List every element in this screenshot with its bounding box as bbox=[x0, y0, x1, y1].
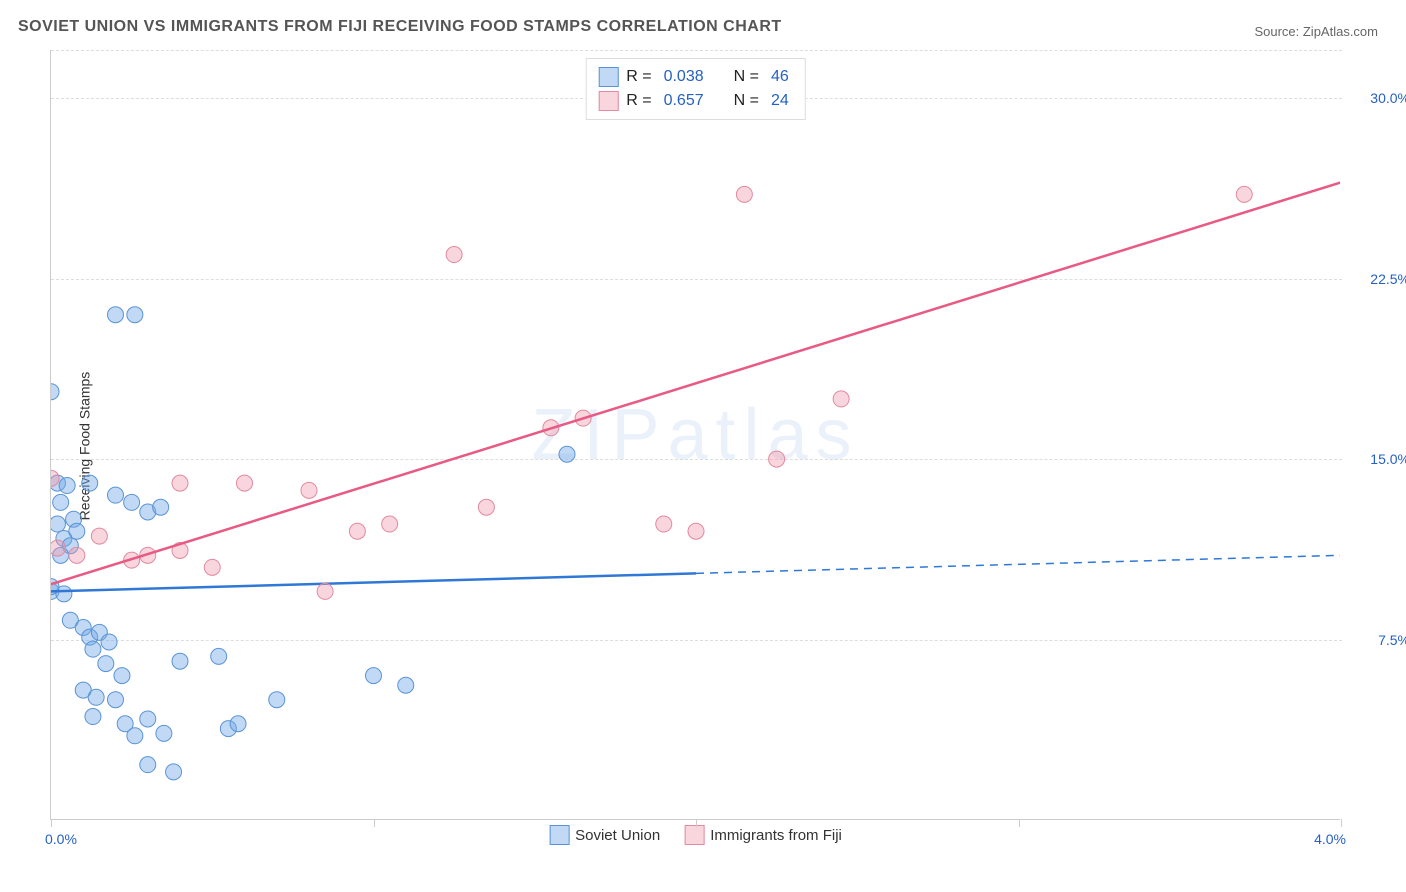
stat-legend-row-1: R = 0.657 N = 24 bbox=[598, 89, 793, 113]
N-value-1: 24 bbox=[771, 89, 789, 113]
y-tick-label: 30.0% bbox=[1350, 90, 1406, 106]
scatter-point bbox=[204, 559, 220, 575]
legend-swatch-1 bbox=[684, 825, 704, 845]
scatter-point bbox=[114, 668, 130, 684]
scatter-point bbox=[108, 692, 124, 708]
scatter-point bbox=[85, 709, 101, 725]
scatter-point bbox=[478, 499, 494, 515]
scatter-point bbox=[211, 648, 227, 664]
scatter-point bbox=[833, 391, 849, 407]
scatter-point bbox=[127, 307, 143, 323]
scatter-point bbox=[51, 384, 59, 400]
N-value-0: 46 bbox=[771, 65, 789, 89]
scatter-point bbox=[124, 494, 140, 510]
scatter-point bbox=[446, 247, 462, 263]
scatter-point bbox=[1236, 186, 1252, 202]
scatter-point bbox=[69, 547, 85, 563]
scatter-point bbox=[656, 516, 672, 532]
y-tick-label: 7.5% bbox=[1350, 632, 1406, 648]
scatter-point bbox=[688, 523, 704, 539]
N-label-1: N = bbox=[734, 89, 759, 113]
source-attribution: Source: ZipAtlas.com bbox=[1254, 24, 1378, 39]
stat-swatch-1 bbox=[598, 91, 618, 111]
scatter-point bbox=[172, 475, 188, 491]
scatter-point bbox=[98, 656, 114, 672]
chart-svg bbox=[51, 50, 1340, 819]
scatter-point bbox=[230, 716, 246, 732]
scatter-point bbox=[769, 451, 785, 467]
y-tick-label: 22.5% bbox=[1350, 271, 1406, 287]
legend-label-1: Immigrants from Fiji bbox=[710, 827, 842, 844]
scatter-point bbox=[153, 499, 169, 515]
scatter-point bbox=[108, 487, 124, 503]
source-name: ZipAtlas.com bbox=[1303, 24, 1378, 39]
scatter-point bbox=[140, 757, 156, 773]
legend-item-0: Soviet Union bbox=[549, 825, 660, 845]
scatter-point bbox=[736, 186, 752, 202]
scatter-point bbox=[366, 668, 382, 684]
scatter-point bbox=[127, 728, 143, 744]
stat-legend: R = 0.038 N = 46 R = 0.657 N = 24 bbox=[585, 58, 806, 120]
trend-line-dashed bbox=[696, 555, 1340, 573]
scatter-point bbox=[172, 653, 188, 669]
scatter-point bbox=[317, 583, 333, 599]
scatter-point bbox=[398, 677, 414, 693]
bottom-legend: Soviet Union Immigrants from Fiji bbox=[549, 825, 842, 845]
x-tick-label: 0.0% bbox=[45, 831, 77, 847]
R-value-1: 0.657 bbox=[664, 89, 704, 113]
x-tick-mark bbox=[374, 819, 375, 827]
scatter-point bbox=[269, 692, 285, 708]
scatter-point bbox=[51, 540, 65, 556]
stat-legend-row-0: R = 0.038 N = 46 bbox=[598, 65, 793, 89]
R-label-1: R = bbox=[626, 89, 651, 113]
scatter-point bbox=[69, 523, 85, 539]
trend-line bbox=[51, 573, 696, 591]
scatter-point bbox=[301, 482, 317, 498]
y-tick-label: 15.0% bbox=[1350, 451, 1406, 467]
scatter-point bbox=[85, 641, 101, 657]
scatter-point bbox=[140, 711, 156, 727]
scatter-point bbox=[82, 475, 98, 491]
scatter-point bbox=[88, 689, 104, 705]
x-tick-mark bbox=[696, 819, 697, 827]
scatter-point bbox=[166, 764, 182, 780]
source-prefix: Source: bbox=[1254, 24, 1302, 39]
scatter-point bbox=[51, 516, 65, 532]
chart-title: SOVIET UNION VS IMMIGRANTS FROM FIJI REC… bbox=[18, 18, 782, 36]
x-tick-mark bbox=[1341, 819, 1342, 827]
plot-area: ZIPatlas R = 0.038 N = 46 R = 0.657 N = … bbox=[50, 50, 1340, 820]
scatter-point bbox=[59, 478, 75, 494]
scatter-point bbox=[101, 634, 117, 650]
legend-swatch-0 bbox=[549, 825, 569, 845]
scatter-point bbox=[108, 307, 124, 323]
scatter-point bbox=[559, 446, 575, 462]
x-tick-mark bbox=[1019, 819, 1020, 827]
x-tick-label: 4.0% bbox=[1314, 831, 1346, 847]
x-tick-mark bbox=[51, 819, 52, 827]
scatter-point bbox=[53, 494, 69, 510]
scatter-point bbox=[382, 516, 398, 532]
N-label-0: N = bbox=[734, 65, 759, 89]
R-value-0: 0.038 bbox=[664, 65, 704, 89]
R-label-0: R = bbox=[626, 65, 651, 89]
legend-item-1: Immigrants from Fiji bbox=[684, 825, 842, 845]
scatter-point bbox=[91, 528, 107, 544]
scatter-point bbox=[156, 725, 172, 741]
stat-swatch-0 bbox=[598, 67, 618, 87]
scatter-point bbox=[349, 523, 365, 539]
legend-label-0: Soviet Union bbox=[575, 827, 660, 844]
scatter-point bbox=[237, 475, 253, 491]
